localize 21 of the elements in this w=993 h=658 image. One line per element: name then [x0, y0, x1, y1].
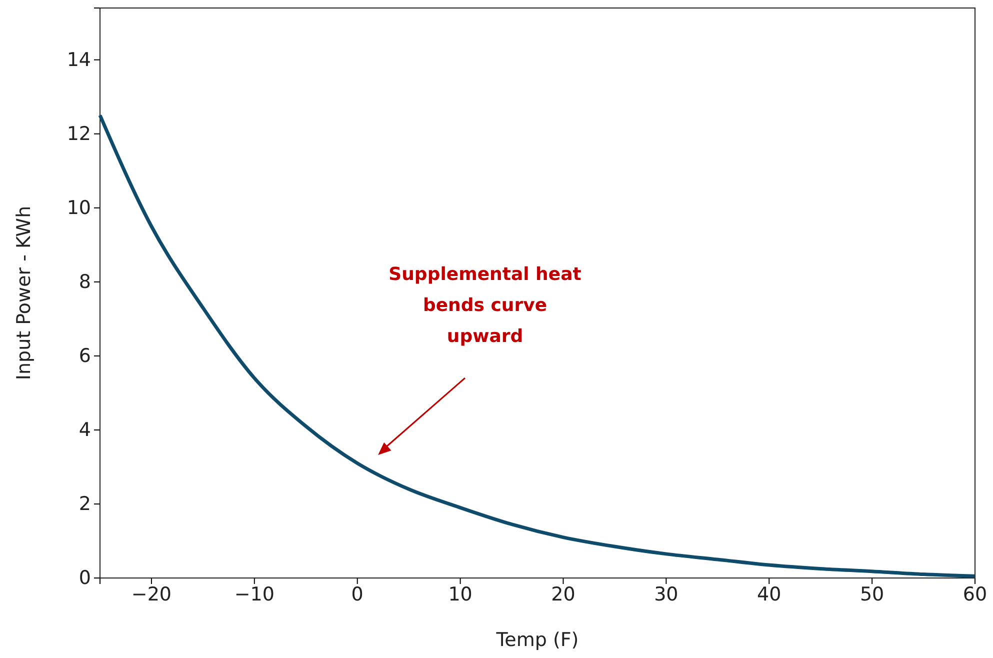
- x-axis-title: Temp (F): [495, 629, 579, 651]
- x-tick-label: 40: [757, 583, 782, 606]
- y-tick-label: 4: [78, 419, 91, 442]
- x-tick-label: −10: [234, 583, 274, 606]
- line-series: [98, 114, 977, 578]
- x-tick-label: 50: [860, 583, 884, 606]
- x-tick-label: 0: [351, 583, 364, 606]
- y-axis-title: Input Power - KWh: [13, 206, 35, 380]
- annotation: Supplemental heat bends curve upward: [388, 264, 582, 347]
- x-tick-label: 20: [551, 583, 576, 606]
- y-tick-label: 8: [78, 270, 91, 293]
- x-tick-label: 30: [654, 583, 678, 606]
- y-tick-label: 10: [66, 196, 91, 219]
- y-tick-label: 6: [78, 345, 91, 367]
- x-tick-label: −20: [131, 583, 172, 606]
- y-tick-label: 12: [66, 122, 91, 145]
- y-tick-label: 2: [78, 493, 91, 516]
- x-tick-label: 10: [448, 583, 472, 606]
- y-tick-label: 14: [66, 48, 91, 71]
- x-tick-label: 60: [962, 583, 988, 606]
- y-tick-label: 0: [78, 567, 91, 590]
